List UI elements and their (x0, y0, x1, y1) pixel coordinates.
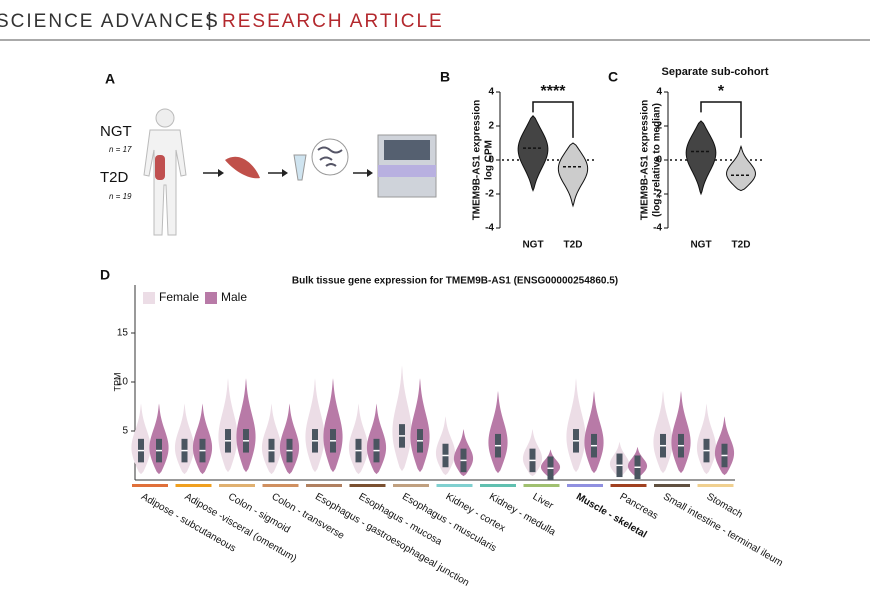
y-tick-label: 5 (122, 426, 128, 437)
tissue-bar (306, 484, 342, 487)
y-axis-label: log CPM (484, 140, 495, 180)
violin (305, 378, 325, 473)
significance: **** (541, 83, 567, 100)
x-tick-label: T2D (564, 240, 583, 251)
group-n: n = 19 (109, 192, 132, 201)
illustration (143, 108, 437, 236)
panel-label: A (105, 71, 115, 87)
violin (685, 120, 717, 196)
violin (410, 378, 430, 473)
tissue-bar (567, 484, 603, 487)
tissue-bar (262, 484, 299, 487)
y-tick-label: 10 (117, 377, 129, 388)
tissue-bar (697, 484, 734, 487)
tissue-bar (436, 484, 473, 487)
violin (584, 390, 604, 474)
y-axis-label: TMEM9B-AS1 expression (640, 100, 651, 221)
y-tick-label: 4 (656, 87, 662, 98)
x-tick-label: T2D (732, 240, 751, 251)
y-tick-label: -4 (653, 223, 662, 234)
tissue-bar (393, 484, 429, 487)
y-tick-label: 2 (656, 121, 662, 132)
y-tick-label: -2 (653, 189, 662, 200)
group-name: NGT (100, 123, 132, 140)
y-axis-label: (log₂ relative to median) (652, 103, 663, 217)
section: RESEARCH ARTICLE (222, 11, 444, 32)
tissue-bar (480, 484, 516, 487)
y-tick-label: -4 (485, 223, 494, 234)
x-tick-label: NGT (690, 240, 711, 251)
tissue-bar (610, 484, 647, 487)
violin (653, 390, 673, 474)
y-tick-label: 4 (488, 87, 494, 98)
tissue-bar (219, 484, 255, 487)
violin (323, 378, 343, 473)
panel-label: D (100, 267, 110, 283)
legend-label: Male (221, 290, 247, 304)
violin (488, 390, 508, 474)
tissue-bar (349, 484, 386, 487)
legend-label: Female (159, 290, 199, 304)
x-tick-label: Liver (531, 491, 556, 512)
legend-swatch (205, 292, 217, 304)
y-tick-label: 2 (488, 121, 494, 132)
y-tick-label: -2 (485, 189, 494, 200)
panel-label: B (440, 69, 450, 85)
journal: SCIENCE ADVANCES (0, 11, 220, 32)
tissue-bar (132, 484, 168, 487)
violin (218, 378, 238, 473)
y-tick-label: 15 (117, 328, 129, 339)
significance-bracket (700, 101, 742, 138)
chart-title: Bulk tissue gene expression for TMEM9B-A… (292, 276, 618, 287)
y-axis-label: TMEM9B-AS1 expression (472, 100, 483, 221)
violin (392, 365, 412, 472)
legend-swatch (143, 292, 155, 304)
significance-bracket (532, 101, 574, 138)
violin (726, 144, 756, 192)
x-tick-label: Esophagus - gastroesophageal junction (313, 491, 471, 588)
violin (517, 115, 549, 192)
separator: | (207, 10, 212, 31)
group-n: n = 17 (109, 145, 132, 154)
group-name: T2D (100, 169, 129, 186)
x-tick-label: Colon - transverse (270, 491, 347, 542)
violin (557, 142, 589, 208)
tissue-bar (175, 484, 212, 487)
violin (566, 378, 586, 473)
y-tick-label: 0 (488, 155, 494, 166)
violin (236, 378, 256, 473)
violin (671, 390, 691, 474)
chart-title: Separate sub-cohort (662, 66, 769, 78)
x-tick-label: NGT (522, 240, 543, 251)
tissue-bar (654, 484, 690, 487)
tissue-bar (523, 484, 560, 487)
panel-label: C (608, 69, 618, 85)
significance: * (718, 83, 725, 100)
y-tick-label: 0 (656, 155, 662, 166)
y-axis-label: TPM (112, 373, 122, 392)
